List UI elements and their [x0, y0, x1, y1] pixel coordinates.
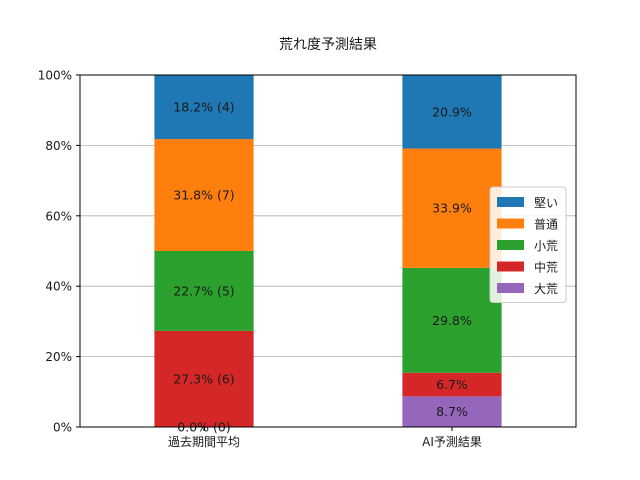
y-tick-label: 40%: [45, 280, 72, 294]
bar-segment: [154, 139, 254, 251]
y-tick-label: 0%: [53, 421, 72, 435]
data-label: 31.8% (7): [173, 188, 234, 203]
data-label: 8.7%: [436, 404, 468, 419]
legend-swatch: [497, 283, 524, 293]
bar-segment: [154, 75, 254, 140]
legend-swatch: [497, 240, 524, 250]
data-label: 6.7%: [436, 377, 468, 392]
data-label: 18.2% (4): [173, 100, 234, 115]
legend-swatch: [497, 218, 524, 229]
data-label: 20.9%: [432, 104, 472, 119]
legend-label: 中荒: [534, 260, 558, 275]
plot-frame: [79, 74, 577, 428]
y-tick-label: 20%: [45, 350, 72, 364]
legend-label: 普通: [534, 218, 558, 232]
bar-segment: [402, 267, 502, 373]
legend-label: 堅い: [534, 196, 558, 210]
x-tick-label: AI予測結果: [422, 435, 482, 449]
legend-box: [489, 186, 567, 303]
legend-label: 小荒: [534, 239, 558, 253]
bar-segment: [402, 148, 502, 268]
chart-title: 荒れ度予測結果: [279, 37, 377, 53]
bar-segment: [402, 75, 502, 149]
y-tick-label: 100%: [38, 69, 72, 83]
data-label: 29.8%: [432, 313, 472, 328]
data-label: 33.9%: [432, 201, 472, 216]
bar-segment: [154, 251, 254, 331]
x-tick-label: 過去期間平均: [168, 435, 240, 449]
bar-segment: [402, 372, 502, 397]
axes: 0% 20% 40% 60% 80% 100% 過去期間平均 AI予測結果: [38, 69, 482, 450]
legend-swatch: [497, 261, 524, 272]
bars: [154, 75, 502, 427]
segment-labels: 0.0% (0)27.3% (6)22.7% (5)31.8% (7)18.2%…: [173, 100, 472, 435]
legend-label: 大荒: [534, 282, 558, 296]
y-tick-label: 60%: [45, 209, 72, 223]
bar-segment: [402, 396, 502, 427]
bar-segment: [154, 330, 254, 427]
y-tick-label: 80%: [45, 139, 72, 153]
legend-swatch: [497, 197, 524, 207]
data-label: 22.7% (5): [173, 283, 234, 298]
data-label: 27.3% (6): [173, 371, 234, 386]
